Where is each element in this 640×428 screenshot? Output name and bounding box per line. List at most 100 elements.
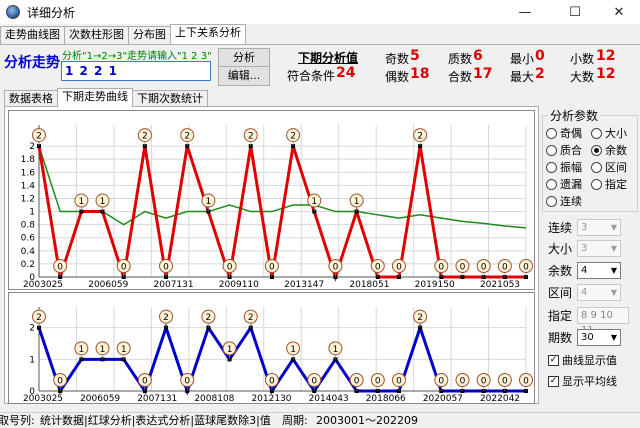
bottom-trend-chart: 0 1 2 2003025 2006059 2007131 2008108 2012130 20…	[8, 292, 535, 404]
data-label-bubble	[201, 309, 216, 324]
minimize-button[interactable]: —	[518, 4, 532, 20]
maximize-button[interactable]: ☐	[569, 4, 581, 20]
radio-circle[interactable]	[591, 127, 602, 139]
combo-label-big-small: 大小	[548, 242, 573, 256]
radio-big-small[interactable]: 大小	[591, 125, 627, 141]
radio-remainder[interactable]: 余数	[591, 142, 627, 158]
tab-next-count-stats[interactable]: 下期次数统计	[132, 90, 208, 107]
combo-label-consecutive: 连续	[548, 221, 573, 235]
range-select[interactable]: 4 ▼	[577, 284, 621, 301]
close-button[interactable]: ✕	[613, 4, 625, 20]
checkmark-icon[interactable]: ✓	[548, 354, 559, 366]
radio-circle[interactable]	[591, 178, 602, 190]
radio-circle[interactable]	[591, 161, 602, 173]
title-bar: 详细分析 — ☐ ✕	[0, 0, 640, 24]
status-period-label: 周期:	[282, 414, 308, 427]
data-label: 2	[36, 132, 42, 142]
data-point	[418, 144, 423, 149]
data-label: 0	[523, 377, 529, 387]
data-point	[121, 357, 126, 362]
data-label-bubble	[116, 341, 131, 356]
data-label: 2	[290, 132, 296, 142]
data-label: 1	[290, 345, 296, 355]
radio-consecutive[interactable]: 连续	[546, 193, 582, 209]
tab-next-trend-curve[interactable]: 下期走势曲线	[57, 88, 133, 107]
tab-distribution[interactable]: 分布图	[128, 26, 171, 44]
consecutive-select[interactable]: 3 ▼	[577, 219, 621, 236]
data-label-bubble	[413, 128, 428, 143]
data-label-bubble	[413, 309, 428, 324]
data-label: 0	[333, 263, 339, 273]
data-label: 2	[248, 132, 254, 142]
x-tick-label: 2014043	[309, 394, 349, 404]
data-label: 0	[523, 263, 529, 273]
radio-circle[interactable]	[546, 178, 557, 190]
x-tick-label: 2006059	[88, 280, 128, 290]
data-label-bubble	[180, 373, 195, 387]
tab-trend-curve[interactable]: 走势曲线图	[0, 26, 65, 44]
data-label: 0	[460, 263, 466, 273]
data-label: 2	[206, 313, 212, 323]
tab-relation-analysis[interactable]: 上下关系分析	[170, 24, 246, 44]
data-label-bubble	[53, 373, 68, 387]
big-small-select[interactable]: 3 ▼	[577, 240, 621, 257]
radio-amplitude[interactable]: 振幅	[546, 159, 582, 175]
show-curve-values-checkbox[interactable]: ✓ 曲线显示值	[548, 352, 617, 368]
data-label: 1	[333, 345, 339, 355]
data-label-bubble	[95, 193, 110, 208]
periods-select[interactable]: 30 ▼	[577, 329, 621, 346]
radio-circle[interactable]	[546, 127, 557, 139]
stat-label-odd: 奇数	[385, 52, 410, 66]
edit-button[interactable]: 编辑...	[218, 66, 270, 86]
tab-data-table[interactable]: 数据表格	[4, 90, 58, 107]
next-value-label: 下期分析值	[298, 51, 359, 65]
stat-value-composite: 17	[473, 66, 493, 82]
radio-circle[interactable]	[546, 195, 557, 207]
data-label-bubble	[180, 128, 195, 143]
status-bar: 取号列: 统计数据|红球分析|表达式分析|蓝球尾数除3|值 周期: 200300…	[0, 412, 640, 428]
radio-circle[interactable]	[546, 144, 557, 156]
data-label-bubble	[74, 193, 89, 208]
sequence-input[interactable]: 1 2 2 1	[61, 61, 211, 81]
y-tick-label: 1.8	[21, 155, 36, 165]
sub-tab-bar: 数据表格 下期走势曲线 下期次数统计	[4, 88, 208, 108]
y-tick-label: 0	[29, 273, 35, 283]
show-average-checkbox[interactable]: ✓ 显示平均线	[548, 373, 617, 389]
stat-label-big: 大数	[570, 70, 595, 84]
radio-omission[interactable]: 遗漏	[546, 176, 582, 192]
chevron-down-icon: ▼	[610, 288, 617, 297]
data-point	[248, 144, 253, 149]
data-label: 1	[121, 345, 127, 355]
y-tick-label: 1	[29, 208, 35, 218]
y-tick-label: 1	[29, 355, 35, 365]
data-label-bubble	[116, 259, 131, 273]
checkmark-icon[interactable]: ✓	[548, 375, 559, 387]
tab-count-bar[interactable]: 次数柱形图	[64, 26, 129, 44]
data-label: 0	[481, 263, 487, 273]
match-value: 24	[336, 65, 356, 81]
radio-odd-even[interactable]: 奇偶	[546, 125, 582, 141]
data-label-bubble	[476, 259, 491, 273]
analyze-button[interactable]: 分析	[218, 48, 270, 68]
remainder-select[interactable]: 4 ▼	[577, 262, 621, 279]
data-label-bubble	[201, 193, 216, 208]
data-point	[227, 357, 232, 362]
data-point	[100, 357, 105, 362]
radio-range[interactable]: 区间	[591, 159, 627, 175]
radio-prime-composite[interactable]: 质合	[546, 142, 582, 158]
select-value: 3	[581, 243, 588, 254]
data-label-bubble	[264, 259, 279, 273]
data-label: 1	[227, 345, 233, 355]
top-tab-bar: 走势曲线图 次数柱形图 分布图 上下关系分析	[0, 24, 246, 44]
radio-specify[interactable]: 指定	[591, 176, 627, 192]
data-label-bubble	[307, 373, 322, 387]
radio-circle[interactable]	[546, 161, 557, 173]
specify-input[interactable]: 8 9 10 11	[577, 307, 629, 336]
radio-circle[interactable]	[591, 144, 602, 156]
data-label: 0	[311, 377, 317, 387]
y-tick-label: 1.6	[21, 168, 36, 178]
data-label-bubble	[519, 259, 533, 273]
data-label: 1	[100, 345, 106, 355]
x-tick-label: 2022042	[480, 394, 520, 404]
